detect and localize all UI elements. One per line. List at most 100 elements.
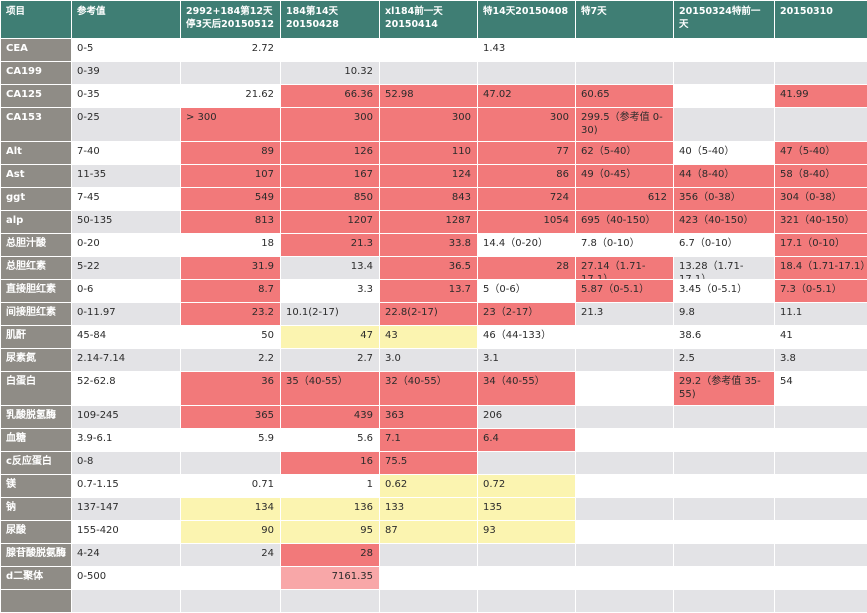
value-cell: 1287: [380, 211, 477, 234]
row-label: CA153: [1, 108, 71, 142]
value-cell: 439: [281, 406, 379, 429]
value-cell: 5.87（0-5.1）: [576, 280, 673, 303]
row-label: 总胆汁酸: [1, 234, 71, 257]
value-cell: [674, 39, 774, 62]
value-cell: 3.3: [281, 280, 379, 303]
value-cell: [775, 475, 867, 498]
value-cell: [674, 108, 774, 142]
value-cell: 5（0-6）: [478, 280, 575, 303]
value-cell: 7161.35: [281, 567, 379, 590]
reference-range: 155-420: [72, 521, 180, 544]
value-cell: 28: [478, 257, 575, 280]
reference-range: 0.7-1.15: [72, 475, 180, 498]
value-cell: 136: [281, 498, 379, 521]
value-cell: 17.1（0-10）: [775, 234, 867, 257]
column-header: 184第14天 20150428: [281, 1, 379, 39]
row-label: CA199: [1, 62, 71, 85]
row-label: 尿素氮: [1, 349, 71, 372]
value-cell: 21.3: [281, 234, 379, 257]
value-cell: [775, 429, 867, 452]
value-cell: 18.4（1.71-17.1）: [775, 257, 867, 280]
value-cell: 300: [380, 108, 477, 142]
value-cell: [674, 567, 774, 590]
value-cell: 50: [181, 326, 280, 349]
value-cell: 1.43: [478, 39, 575, 62]
reference-range: 11-35: [72, 165, 180, 188]
column-header: 20150310: [775, 1, 867, 39]
value-cell: [576, 406, 673, 429]
value-cell: 724: [478, 188, 575, 211]
reference-range: 7-40: [72, 142, 180, 165]
value-cell: [576, 452, 673, 475]
value-cell: [380, 62, 477, 85]
value-cell: [576, 39, 673, 62]
value-cell: 695（40-150）: [576, 211, 673, 234]
value-cell: 21.62: [181, 85, 280, 108]
value-cell: [181, 452, 280, 475]
column-header: 特14天20150408: [478, 1, 575, 39]
row-label: CEA: [1, 39, 71, 62]
value-cell: 167: [281, 165, 379, 188]
value-cell: 86: [478, 165, 575, 188]
value-cell: [674, 452, 774, 475]
value-cell: [576, 372, 673, 406]
value-cell: [674, 590, 774, 613]
value-cell: 93: [478, 521, 575, 544]
value-cell: 133: [380, 498, 477, 521]
value-cell: 6.4: [478, 429, 575, 452]
row-label: alp: [1, 211, 71, 234]
value-cell: 3.0: [380, 349, 477, 372]
value-cell: 18: [181, 234, 280, 257]
value-cell: 35（40-55）: [281, 372, 379, 406]
column-header: 特7天: [576, 1, 673, 39]
value-cell: [775, 521, 867, 544]
value-cell: 90: [181, 521, 280, 544]
value-cell: 40（5-40）: [674, 142, 774, 165]
value-cell: [775, 498, 867, 521]
value-cell: [478, 544, 575, 567]
value-cell: 2.5: [674, 349, 774, 372]
reference-range: 0-6: [72, 280, 180, 303]
value-cell: [674, 475, 774, 498]
value-cell: 135: [478, 498, 575, 521]
value-cell: 49（0-45）: [576, 165, 673, 188]
value-cell: [674, 498, 774, 521]
value-cell: 36.5: [380, 257, 477, 280]
value-cell: 5.9: [181, 429, 280, 452]
value-cell: 41.99: [775, 85, 867, 108]
value-cell: 47.02: [478, 85, 575, 108]
value-cell: 13.7: [380, 280, 477, 303]
value-cell: > 300: [181, 108, 280, 142]
value-cell: [576, 567, 673, 590]
value-cell: [775, 452, 867, 475]
reference-range: 0-25: [72, 108, 180, 142]
value-cell: 0.62: [380, 475, 477, 498]
value-cell: [775, 590, 867, 613]
value-cell: 850: [281, 188, 379, 211]
value-cell: 58（8-40）: [775, 165, 867, 188]
value-cell: 300: [478, 108, 575, 142]
row-label: ggt: [1, 188, 71, 211]
column-header: 20150324特前一天: [674, 1, 774, 39]
value-cell: 304（0-38）: [775, 188, 867, 211]
value-cell: 2.72: [181, 39, 280, 62]
value-cell: [775, 567, 867, 590]
value-cell: 21.3: [576, 303, 673, 326]
row-label: 腺苷酸脱氨酶: [1, 544, 71, 567]
value-cell: 813: [181, 211, 280, 234]
value-cell: 89: [181, 142, 280, 165]
value-cell: [380, 590, 477, 613]
value-cell: 134: [181, 498, 280, 521]
value-cell: 0.71: [181, 475, 280, 498]
value-cell: 13.28（1.71-17.1）: [674, 257, 774, 280]
row-label: 血糖: [1, 429, 71, 452]
value-cell: 47: [281, 326, 379, 349]
value-cell: 23.2: [181, 303, 280, 326]
reference-range: [72, 590, 180, 613]
value-cell: 27.14（1.71-17.1）: [576, 257, 673, 280]
value-cell: 10.32: [281, 62, 379, 85]
value-cell: [576, 521, 673, 544]
value-cell: 62（5-40）: [576, 142, 673, 165]
value-cell: 107: [181, 165, 280, 188]
